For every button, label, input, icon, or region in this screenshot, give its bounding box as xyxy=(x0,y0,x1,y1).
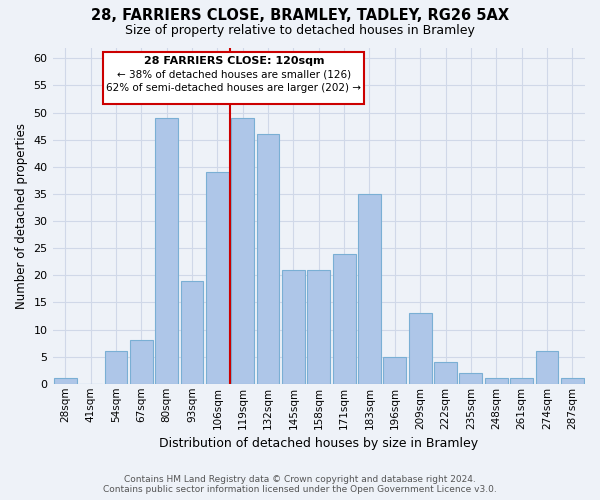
Text: Contains HM Land Registry data © Crown copyright and database right 2024.: Contains HM Land Registry data © Crown c… xyxy=(124,475,476,484)
Bar xyxy=(510,378,533,384)
Bar xyxy=(485,378,508,384)
Bar xyxy=(460,373,482,384)
Text: 62% of semi-detached houses are larger (202) →: 62% of semi-detached houses are larger (… xyxy=(106,83,361,93)
Bar xyxy=(104,351,127,384)
Bar xyxy=(155,118,178,384)
X-axis label: Distribution of detached houses by size in Bramley: Distribution of detached houses by size … xyxy=(159,437,478,450)
Bar xyxy=(130,340,152,384)
Bar xyxy=(358,194,381,384)
Y-axis label: Number of detached properties: Number of detached properties xyxy=(15,122,28,308)
Bar xyxy=(333,254,356,384)
Bar xyxy=(434,362,457,384)
FancyBboxPatch shape xyxy=(103,52,364,104)
Bar xyxy=(561,378,584,384)
Text: Contains public sector information licensed under the Open Government Licence v3: Contains public sector information licen… xyxy=(103,485,497,494)
Text: ← 38% of detached houses are smaller (126): ← 38% of detached houses are smaller (12… xyxy=(117,69,351,79)
Text: Size of property relative to detached houses in Bramley: Size of property relative to detached ho… xyxy=(125,24,475,37)
Bar xyxy=(409,314,431,384)
Bar xyxy=(206,172,229,384)
Bar xyxy=(54,378,77,384)
Bar xyxy=(282,270,305,384)
Text: 28, FARRIERS CLOSE, BRAMLEY, TADLEY, RG26 5AX: 28, FARRIERS CLOSE, BRAMLEY, TADLEY, RG2… xyxy=(91,8,509,22)
Bar xyxy=(536,351,559,384)
Text: 28 FARRIERS CLOSE: 120sqm: 28 FARRIERS CLOSE: 120sqm xyxy=(143,56,324,66)
Bar xyxy=(307,270,330,384)
Bar xyxy=(383,356,406,384)
Bar xyxy=(231,118,254,384)
Bar xyxy=(181,280,203,384)
Bar xyxy=(257,134,280,384)
